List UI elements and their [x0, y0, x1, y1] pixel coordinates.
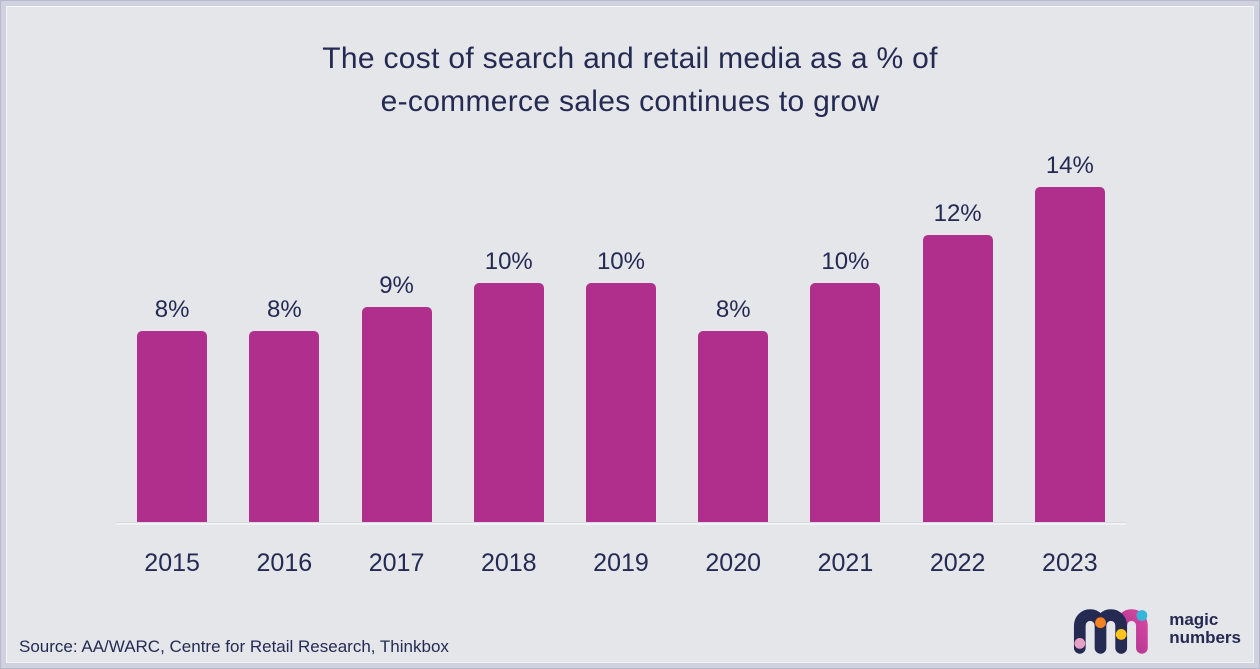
chart-title: The cost of search and retail media as a…	[7, 37, 1253, 123]
x-axis-label-2022: 2022	[929, 549, 986, 577]
bar-column-2019: 10%	[565, 248, 677, 522]
x-axis-label-2020: 2020	[705, 549, 762, 577]
mn-logo-icon	[1074, 609, 1148, 654]
bar-value-label: 12%	[933, 200, 982, 227]
bar-2019	[585, 283, 656, 522]
x-axis-labels-row: 2015 2016 2017 2018 2019 2020 2021 2022 2023	[116, 549, 1126, 578]
logo-dot-pink	[1074, 638, 1086, 649]
x-axis-label-2017: 2017	[368, 549, 425, 577]
bar-column-2023: 14%	[1014, 152, 1126, 522]
bar-2022	[922, 235, 993, 522]
x-axis-label-2018: 2018	[480, 549, 537, 577]
bar-value-label: 10%	[821, 248, 870, 275]
x-axis-label-2015: 2015	[144, 549, 200, 577]
logo-dot-cyan	[1136, 610, 1148, 621]
bar-column-2016: 8%	[228, 296, 340, 522]
bar-2016	[249, 331, 320, 522]
chart-title-line2: e-commerce sales continues to grow	[380, 85, 880, 118]
logo-dot-orange	[1095, 617, 1107, 629]
bar-2023	[1034, 187, 1105, 522]
bar-2015	[137, 331, 208, 522]
bar-column-2021: 10%	[789, 248, 901, 522]
bar-2020	[698, 331, 769, 522]
x-axis-label-2021: 2021	[817, 549, 874, 577]
bar-2017	[361, 307, 432, 522]
bar-value-label: 10%	[596, 248, 645, 275]
bar-value-label: 14%	[1045, 152, 1094, 179]
bar-chart: 8% 8% 9% 10% 10% 8% 10% 12% 14% 2015 2016 2017 2018…	[116, 151, 1126, 578]
logo-wordmark-line2: numbers	[1169, 628, 1241, 647]
bar-column-2017: 9%	[340, 272, 452, 522]
bar-value-label: 9%	[379, 272, 414, 299]
x-axis-label-2016: 2016	[256, 549, 313, 577]
bar-value-label: 8%	[154, 296, 190, 323]
source-text: Source: AA/WARC, Centre for Retail Resea…	[19, 637, 449, 656]
bar-column-2015: 8%	[116, 296, 228, 522]
bar-column-2020: 8%	[677, 296, 789, 522]
bar-column-2018: 10%	[453, 248, 565, 522]
logo-dot-yellow	[1116, 629, 1127, 640]
bar-2018	[473, 283, 544, 522]
x-axis-line	[116, 522, 1126, 525]
x-axis-label-2019: 2019	[593, 549, 649, 577]
bar-column-2022: 12%	[902, 200, 1014, 522]
bar-value-label: 8%	[266, 296, 302, 323]
infographic-background: The cost of search and retail media as a…	[6, 6, 1254, 663]
x-axis-label-2023: 2023	[1042, 549, 1098, 577]
logo-wordmark: magic numbers	[1169, 611, 1241, 647]
bars-row: 8% 8% 9% 10% 10% 8% 10% 12% 14%	[116, 151, 1126, 522]
chart-title-line1: The cost of search and retail media as a…	[322, 42, 938, 75]
magic-numbers-logo: magic numbers	[1068, 602, 1241, 656]
logo-wordmark-line1: magic	[1169, 610, 1219, 629]
bar-value-label: 10%	[484, 248, 533, 275]
bar-2021	[810, 283, 881, 522]
bar-value-label: 8%	[715, 296, 751, 323]
